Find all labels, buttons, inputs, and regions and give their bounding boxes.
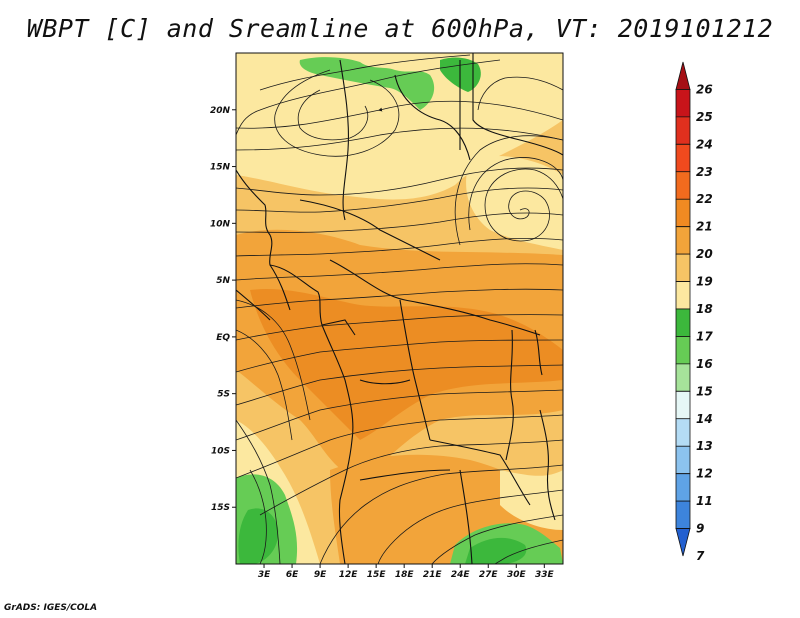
x-tick-label: 6E: [286, 570, 299, 580]
y-tick-label: 5N: [216, 276, 230, 286]
colorbar: 26 25 24 23 22 21 20 19 18 17 16 15 14 13 12 11 9 7: [675, 61, 713, 563]
grads-footer: GrADS: IGES/COLA: [4, 603, 98, 613]
y-tick-label: EQ: [216, 333, 230, 343]
x-tick-label: 18E: [395, 570, 415, 580]
streamlines: [236, 54, 563, 564]
wbpt-band-pale-northeast: [466, 155, 563, 250]
y-tick-label: 15N: [210, 163, 231, 173]
wbpt-green-southeast-dark: [465, 537, 527, 564]
colorbar-label: 25: [696, 110, 713, 124]
colorbar-swatch: [675, 281, 691, 310]
x-tick-label: 21E: [423, 570, 443, 580]
x-tick-label: 12E: [339, 570, 359, 580]
y-tick-label: 15S: [211, 503, 230, 513]
colorbar-swatch: [675, 336, 691, 365]
colorbar-swatch: [675, 61, 691, 90]
x-axis-ticks: 3E 6E 9E 12E 15E 18E 21E 24E 27E 30E 33E: [258, 564, 555, 580]
country-borders: [236, 53, 563, 564]
y-tick-label: 10N: [210, 219, 231, 229]
colorbar-label: 15: [696, 384, 713, 398]
colorbar-label: 7: [696, 549, 705, 563]
colorbar-swatch: [675, 253, 691, 282]
y-tick-label: 10S: [211, 446, 230, 456]
colorbar-label: 9: [696, 522, 704, 536]
colorbar-label: 12: [696, 467, 713, 481]
x-tick-label: 15E: [367, 570, 387, 580]
colorbar-swatch: [675, 226, 691, 255]
colorbar-swatch: [675, 198, 691, 228]
colorbar-swatch: [675, 390, 691, 420]
colorbar-swatch: [675, 500, 691, 529]
colorbar-label: 13: [696, 439, 713, 453]
colorbar-label: 18: [696, 302, 713, 316]
colorbar-swatch: [675, 473, 691, 502]
colorbar-label: 24: [696, 137, 713, 151]
y-axis-ticks: 20N 15N 10N 5N EQ 5S 10S 15S: [210, 106, 236, 513]
map-plot-area: [236, 53, 563, 564]
wbpt-band-dark-orange-center: [250, 288, 563, 440]
colorbar-swatch: [675, 89, 691, 118]
colorbar-label: 17: [696, 329, 713, 343]
colorbar-label: 20: [696, 247, 713, 261]
colorbar-swatch: [675, 143, 691, 173]
colorbar-swatch: [675, 445, 691, 475]
colorbar-label: 11: [696, 494, 713, 508]
colorbar-label: 26: [696, 82, 713, 96]
colorbar-swatch: [675, 308, 691, 337]
wbpt-green-north: [299, 57, 435, 110]
colorbar-label: 21: [696, 220, 713, 234]
colorbar-label: 19: [696, 275, 713, 289]
colorbar-swatch: [675, 116, 691, 145]
colorbar-swatch: [675, 363, 691, 392]
map-frame: [235, 52, 564, 565]
colorbar-swatch: [675, 418, 691, 447]
wbpt-green-southwest-dark: [238, 508, 279, 564]
colorbar-label: 14: [696, 412, 713, 426]
x-tick-label: 30E: [507, 570, 527, 580]
x-tick-label: 9E: [314, 570, 327, 580]
chart-title: WBPT [C] and Sreamline at 600hPa, VT: 20…: [26, 14, 774, 43]
colorbar-swatch: [675, 171, 691, 200]
x-tick-label: 27E: [479, 570, 499, 580]
colorbar-label: 16: [696, 357, 713, 371]
x-tick-label: 3E: [258, 570, 271, 580]
colorbar-swatch: [675, 528, 691, 557]
y-tick-label: 20N: [210, 106, 231, 116]
colorbar-label: 23: [696, 165, 713, 179]
colorbar-label: 22: [696, 192, 713, 206]
x-tick-label: 24E: [451, 570, 471, 580]
x-tick-label: 33E: [535, 570, 555, 580]
y-tick-label: 5S: [217, 390, 230, 400]
